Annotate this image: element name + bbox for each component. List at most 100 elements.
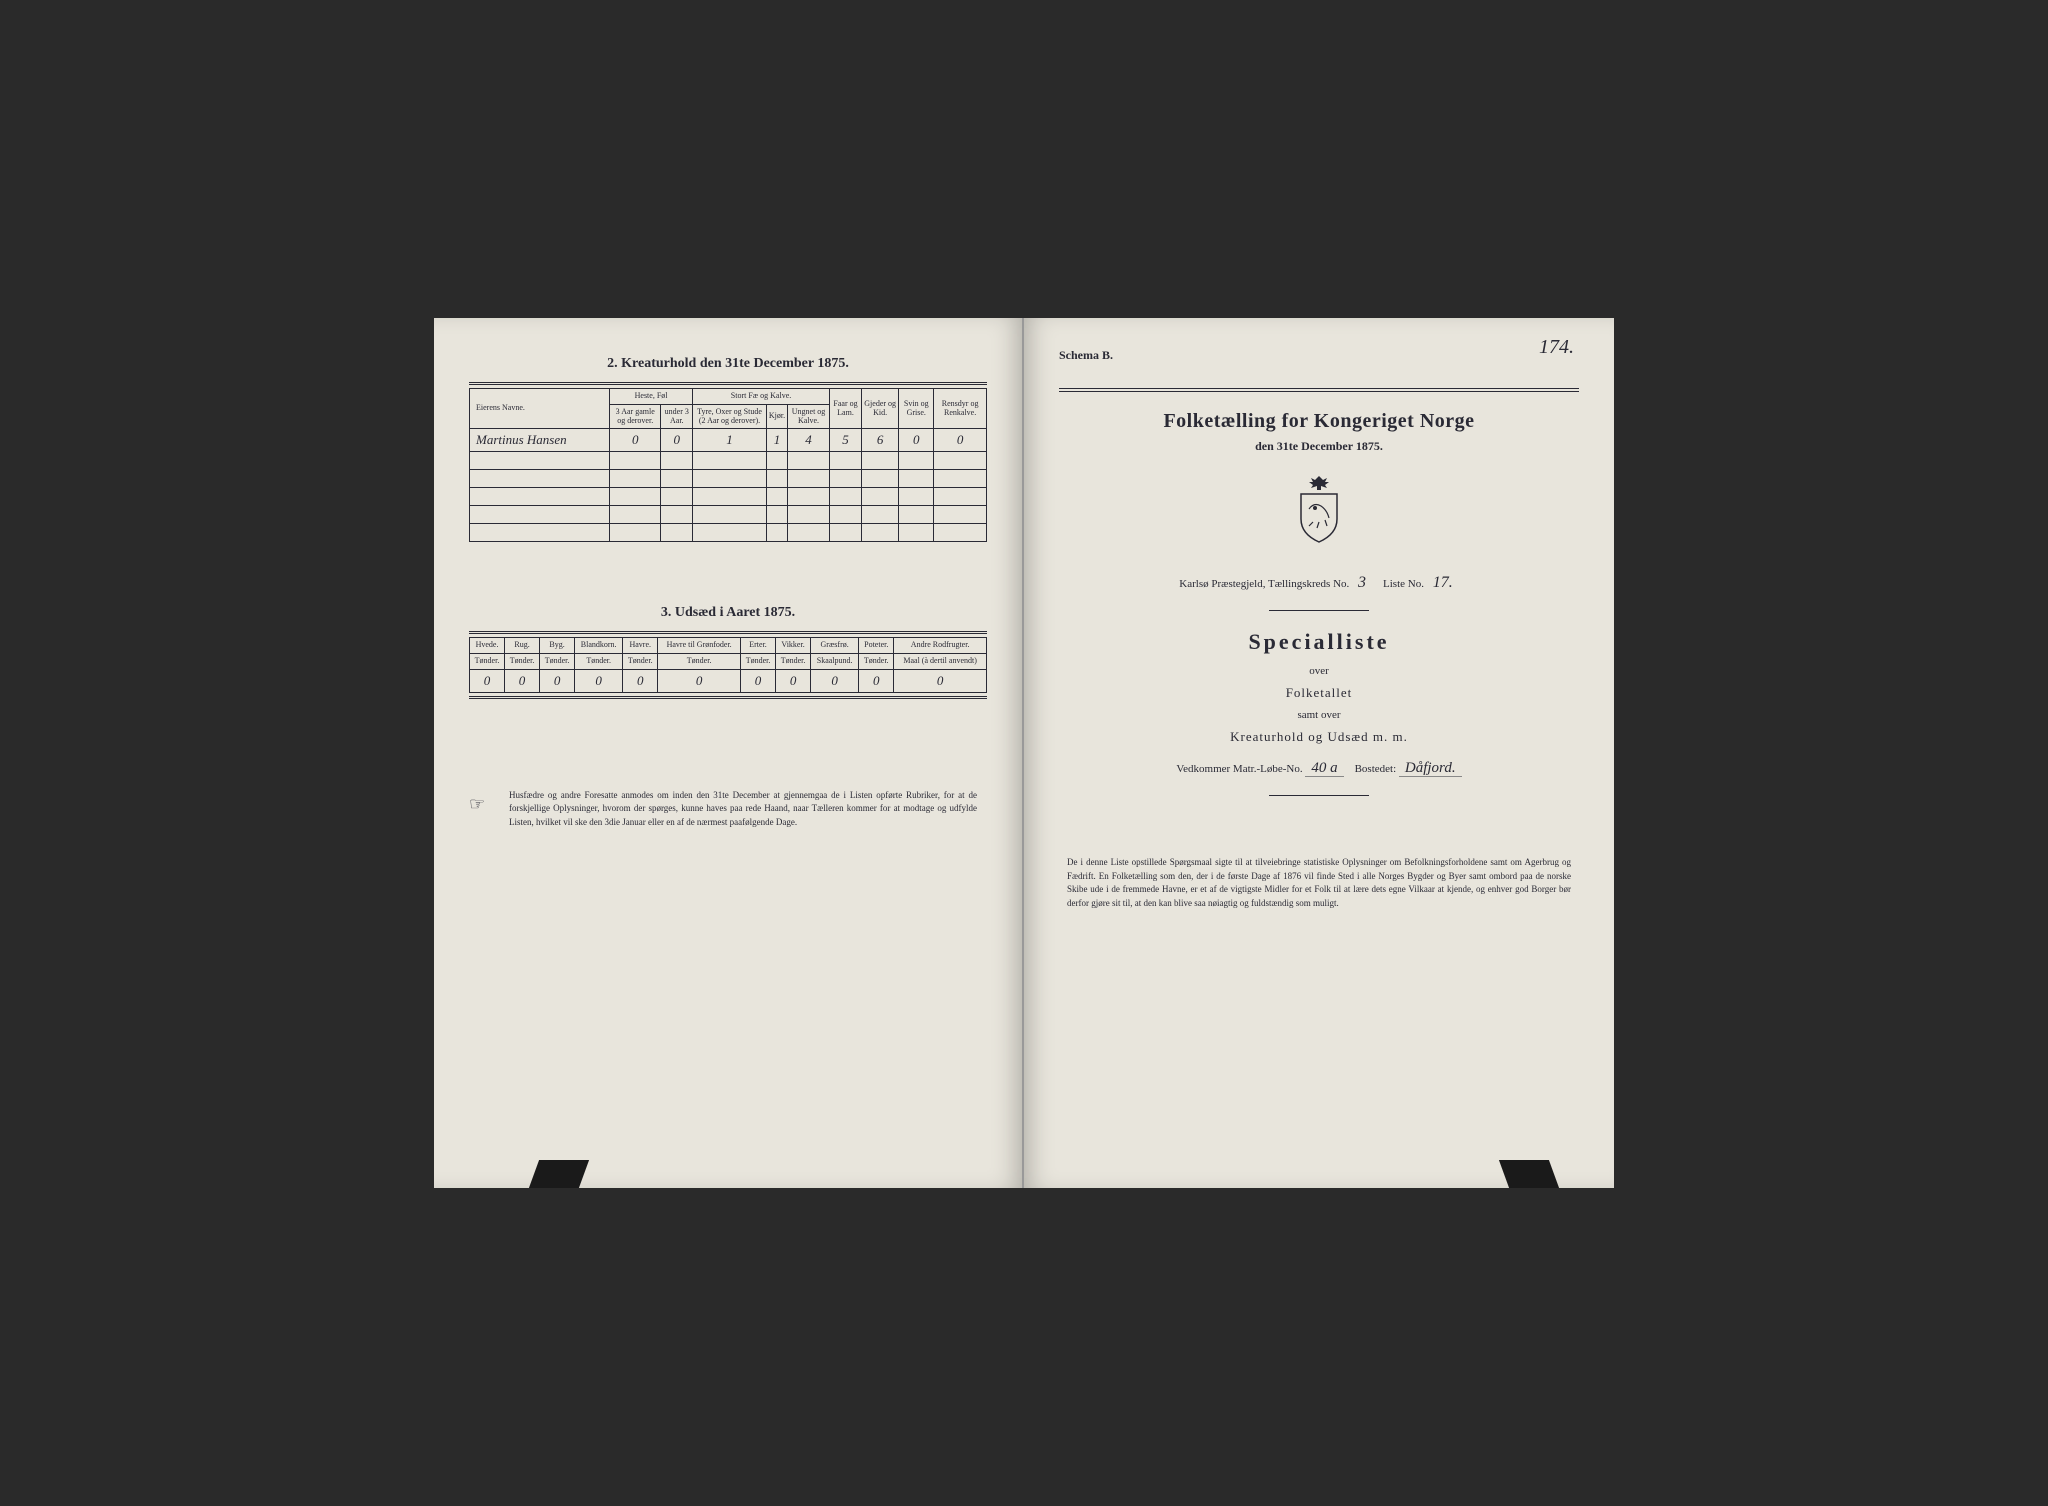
parish-label: Karlsø Præstegjeld, Tællingskreds No. bbox=[1179, 578, 1349, 590]
pointing-hand-icon: ☞ bbox=[469, 791, 485, 818]
sub-date: den 31te December 1875. bbox=[1059, 439, 1579, 454]
cell: 6 bbox=[862, 429, 899, 452]
rule bbox=[469, 696, 987, 699]
spacer bbox=[469, 542, 987, 597]
unit: Maal (à dertil anvendt) bbox=[894, 654, 987, 670]
col-potatoes: Poteter. bbox=[859, 638, 894, 654]
col-reindeer: Rensdyr og Renkalve. bbox=[934, 389, 987, 429]
table-row bbox=[470, 488, 987, 506]
rule bbox=[469, 631, 987, 634]
col-pigs: Svin og Grise. bbox=[899, 389, 934, 429]
cell: 0 bbox=[623, 669, 658, 692]
col-rye: Rug. bbox=[505, 638, 540, 654]
col-oats: Havre. bbox=[623, 638, 658, 654]
col-other: Andre Rodfrugter. bbox=[894, 638, 987, 654]
table-row: 0 0 0 0 0 0 0 0 0 0 0 bbox=[470, 669, 987, 692]
footnote-block: ☞ Husfædre og andre Foresatte anmodes om… bbox=[469, 789, 987, 830]
owner-cell: Martinus Hansen bbox=[470, 429, 610, 452]
rule bbox=[469, 382, 987, 385]
unit: Tønder. bbox=[741, 654, 776, 670]
cell: 0 bbox=[811, 669, 859, 692]
cell: 5 bbox=[829, 429, 861, 452]
main-title: Folketælling for Kongeriget Norge bbox=[1059, 410, 1579, 433]
matr-no: 40 a bbox=[1305, 760, 1343, 777]
unit: Tønder. bbox=[540, 654, 575, 670]
col-horses-adult: 3 Aar gamle og derover. bbox=[610, 404, 661, 429]
bosted-value: Dåfjord. bbox=[1399, 760, 1462, 777]
cell: 0 bbox=[776, 669, 811, 692]
col-cows: Kjør. bbox=[766, 404, 787, 429]
cell: 0 bbox=[610, 429, 661, 452]
unit: Tønder. bbox=[505, 654, 540, 670]
cell: 0 bbox=[934, 429, 987, 452]
page-number: 174. bbox=[1539, 336, 1574, 359]
table-row: Martinus Hansen 0 0 1 1 4 5 6 0 0 bbox=[470, 429, 987, 452]
schema-label: Schema B. bbox=[1059, 348, 1579, 363]
left-page: 2. Kreaturhold den 31te December 1875. E… bbox=[434, 318, 1024, 1188]
cell: 1 bbox=[766, 429, 787, 452]
divider bbox=[1269, 795, 1369, 796]
col-sheep: Faar og Lam. bbox=[829, 389, 861, 429]
col-goats: Gjeder og Kid. bbox=[862, 389, 899, 429]
col-oats-fodder: Havre til Grønfoder. bbox=[658, 638, 741, 654]
cell: 0 bbox=[658, 669, 741, 692]
parish-no: 3 bbox=[1352, 574, 1372, 591]
table-row bbox=[470, 524, 987, 542]
col-bulls: Tyre, Oxer og Stude (2 Aar og derover). bbox=[693, 404, 767, 429]
unit: Tønder. bbox=[470, 654, 505, 670]
bosted-label: Bostedet: bbox=[1355, 763, 1397, 775]
col-barley: Byg. bbox=[540, 638, 575, 654]
folketallet-label: Folketallet bbox=[1059, 685, 1579, 701]
divider bbox=[1269, 610, 1369, 611]
footnote-text: Husfædre og andre Foresatte anmodes om i… bbox=[509, 790, 977, 827]
kreatur-label: Kreaturhold og Udsæd m. m. bbox=[1059, 729, 1579, 745]
right-page: 174. Schema B. Folketælling for Kongerig… bbox=[1024, 318, 1614, 1188]
cell: 0 bbox=[899, 429, 934, 452]
parish-line: Karlsø Præstegjeld, Tællingskreds No. 3 … bbox=[1059, 574, 1579, 592]
unit: Tønder. bbox=[776, 654, 811, 670]
table2-title: 2. Kreaturhold den 31te December 1875. bbox=[469, 356, 987, 372]
sowing-table: Hvede. Rug. Byg. Blandkorn. Havre. Havre… bbox=[469, 637, 987, 693]
col-horses-young: under 3 Aar. bbox=[661, 404, 693, 429]
col-owner: Eierens Navne. bbox=[470, 389, 610, 429]
table-row bbox=[470, 506, 987, 524]
cell: 0 bbox=[661, 429, 693, 452]
rule bbox=[1059, 388, 1579, 389]
over-label: over bbox=[1059, 665, 1579, 677]
col-peas: Erter. bbox=[741, 638, 776, 654]
col-group-cattle: Stort Fæ og Kalve. bbox=[693, 389, 830, 405]
col-group-horses: Heste, Føl bbox=[610, 389, 693, 405]
coat-of-arms-icon bbox=[1289, 474, 1349, 549]
cell: 0 bbox=[575, 669, 623, 692]
special-title: Specialliste bbox=[1059, 629, 1579, 655]
cell: 0 bbox=[540, 669, 575, 692]
cell: 4 bbox=[788, 429, 830, 452]
liste-label: Liste No. bbox=[1383, 578, 1424, 590]
liste-no: 17. bbox=[1427, 574, 1459, 591]
unit: Tønder. bbox=[575, 654, 623, 670]
table-row bbox=[470, 470, 987, 488]
samt-over-label: samt over bbox=[1059, 709, 1579, 721]
cell: 0 bbox=[505, 669, 540, 692]
thumb-tab bbox=[529, 1160, 589, 1188]
unit: Tønder. bbox=[859, 654, 894, 670]
unit: Tønder. bbox=[658, 654, 741, 670]
col-grass: Græsfrø. bbox=[811, 638, 859, 654]
col-vetch: Vikker. bbox=[776, 638, 811, 654]
col-wheat: Hvede. bbox=[470, 638, 505, 654]
matr-line: Vedkommer Matr.-Løbe-No. 40 a Bostedet: … bbox=[1059, 760, 1579, 777]
table3-title: 3. Udsæd i Aaret 1875. bbox=[469, 605, 987, 621]
bottom-paragraph: De i denne Liste opstillede Spørgsmaal s… bbox=[1059, 856, 1579, 910]
cell: 0 bbox=[470, 669, 505, 692]
col-mixed: Blandkorn. bbox=[575, 638, 623, 654]
livestock-table: Eierens Navne. Heste, Føl Stort Fæ og Ka… bbox=[469, 388, 987, 542]
unit: Tønder. bbox=[623, 654, 658, 670]
thumb-tab bbox=[1499, 1160, 1559, 1188]
col-calves: Ungnet og Kalve. bbox=[788, 404, 830, 429]
book-spread: 2. Kreaturhold den 31te December 1875. E… bbox=[434, 318, 1614, 1188]
cell: 0 bbox=[894, 669, 987, 692]
table-row bbox=[470, 452, 987, 470]
cell: 1 bbox=[693, 429, 767, 452]
unit: Skaalpund. bbox=[811, 654, 859, 670]
rule bbox=[1059, 391, 1579, 392]
